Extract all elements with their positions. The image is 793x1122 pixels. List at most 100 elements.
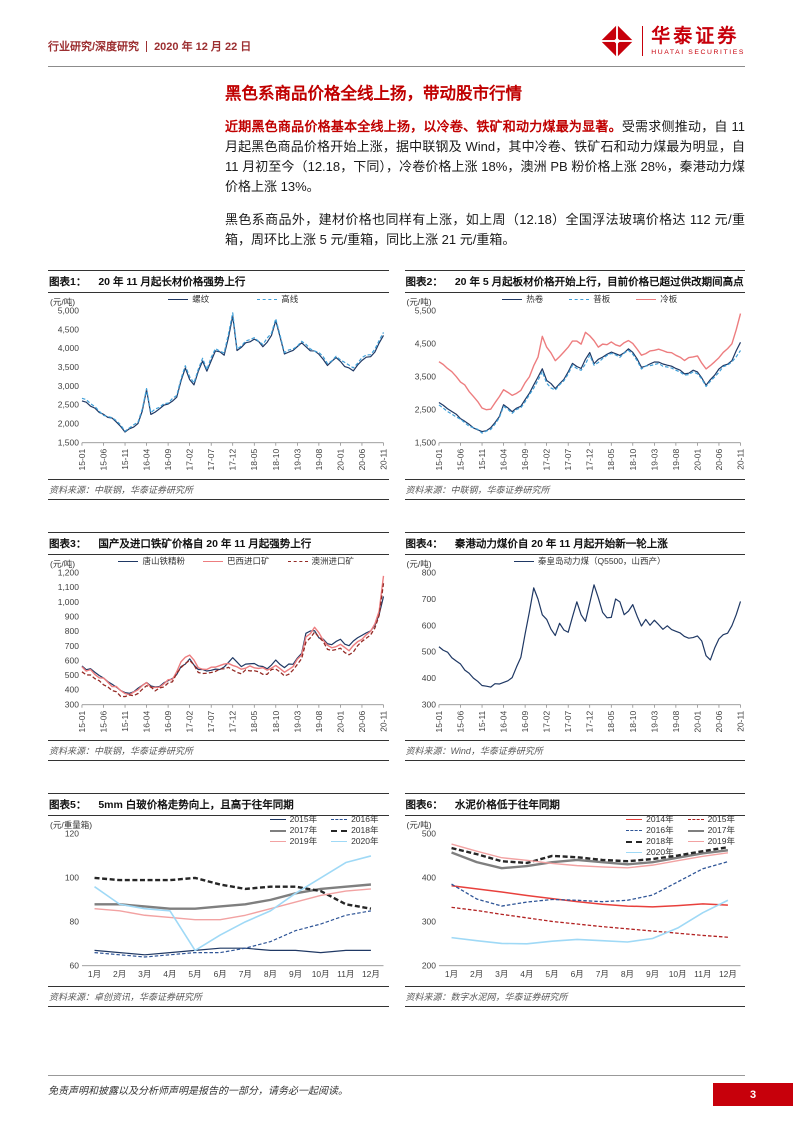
- legend-item: 2019年: [269, 836, 318, 847]
- svg-text:19-08: 19-08: [670, 448, 680, 470]
- chart-4-title: 秦港动力煤价自 20 年 11 月起开始新一轮上涨: [454, 537, 668, 550]
- svg-text:7月: 7月: [239, 969, 252, 979]
- svg-text:15-11: 15-11: [120, 710, 130, 731]
- legend-item: 螺纹: [168, 294, 209, 305]
- chart-2-source: 资料来源：中联钢，华泰证券研究所: [404, 478, 745, 500]
- chart-2-canvas: 1,500 2,500 3,500 4,500 5,500 15-01 15-06 15-11…: [414, 306, 745, 471]
- svg-text:20-06: 20-06: [357, 448, 367, 470]
- page-header: 行业研究/深度研究 2020 年 12 月 22 日 华泰证券 HUATAI S…: [48, 24, 745, 58]
- svg-text:4,500: 4,500: [414, 339, 435, 349]
- svg-text:15-11: 15-11: [477, 448, 487, 469]
- svg-text:16-04: 16-04: [498, 448, 508, 470]
- svg-text:1,200: 1,200: [58, 567, 79, 577]
- legend-item: 2018年: [626, 836, 674, 847]
- svg-text:18-10: 18-10: [271, 710, 281, 732]
- svg-text:19-08: 19-08: [670, 710, 680, 732]
- legend-item: 2020年: [331, 836, 379, 847]
- chart-block-2: 图表2： 20 年 5 月起板材价格开始上行，目前价格已超过供改期间高点 (元/…: [404, 270, 746, 500]
- chart-1-unit: (元/吨): [50, 297, 76, 307]
- svg-text:800: 800: [421, 567, 435, 577]
- paragraph-1-lead: 近期黑色商品价格基本全线上扬，以冷卷、铁矿和动力煤最为显著。: [225, 119, 622, 134]
- legend-item: 巴西进口矿: [202, 556, 270, 567]
- chart-3-source: 资料来源：中联钢，华泰证券研究所: [48, 740, 389, 762]
- svg-text:2月: 2月: [113, 969, 126, 979]
- svg-text:20-06: 20-06: [713, 448, 723, 470]
- chart-5-legend: 2015年 2016年 2017年 2018年 2019年 2020年: [268, 814, 381, 847]
- report-category: 行业研究/深度研究: [48, 41, 140, 53]
- svg-text:5月: 5月: [188, 969, 201, 979]
- svg-text:4,000: 4,000: [58, 343, 79, 353]
- svg-text:17-07: 17-07: [206, 710, 216, 732]
- legend-item: 秦皇岛动力煤（Q5500，山西产）: [513, 556, 666, 567]
- chart-1-source: 资料来源：中联钢，华泰证券研究所: [48, 478, 389, 500]
- legend-label: 冷板: [660, 294, 678, 304]
- svg-text:16-09: 16-09: [163, 448, 173, 470]
- svg-text:17-12: 17-12: [584, 448, 594, 470]
- chart-6-legend: 2014年 2015年 2016年 2017年 2018年 2019年 2020年: [624, 814, 737, 858]
- legend-item: 高线: [257, 294, 298, 305]
- svg-text:18-10: 18-10: [627, 448, 637, 470]
- svg-text:9月: 9月: [289, 969, 302, 979]
- svg-text:16-09: 16-09: [163, 710, 173, 732]
- legend-line-sample: [636, 299, 657, 300]
- svg-text:18-10: 18-10: [627, 710, 637, 732]
- report-meta: 行业研究/深度研究 2020 年 12 月 22 日: [48, 24, 251, 54]
- chart-4-header: 图表4： 秦港动力煤价自 20 年 11 月起开始新一轮上涨: [404, 531, 745, 555]
- legend-item: 2019年: [687, 836, 735, 847]
- legend-label: 2020年: [351, 836, 379, 847]
- svg-text:16-04: 16-04: [142, 448, 152, 470]
- svg-text:1,100: 1,100: [58, 582, 79, 592]
- legend-item: 冷板: [636, 294, 677, 305]
- legend-line-sample: [168, 299, 189, 300]
- svg-text:15-06: 15-06: [455, 448, 465, 470]
- svg-text:10月: 10月: [312, 969, 330, 979]
- paragraph-1-rest: 受需求侧推动，自 11 月起黑色商品价格开始上涨，据中联钢及 Wind，其中冷卷…: [225, 119, 745, 194]
- report-content: 黑色系商品价格全线上扬，带动股市行情 近期黑色商品价格基本全线上扬，以冷卷、铁矿…: [48, 80, 746, 1008]
- legend-label: 2018年: [646, 836, 674, 847]
- svg-text:300: 300: [65, 699, 79, 709]
- chart-5-plot: (元/重量箱) 2015年 2016年 2017年 2018年 2019年 2020年 6…: [48, 814, 389, 984]
- svg-text:15-01: 15-01: [433, 710, 443, 732]
- svg-text:1,000: 1,000: [58, 597, 79, 607]
- legend-label: 2016年: [351, 814, 379, 825]
- chart-5-header: 图表5： 5mm 白玻价格走势向上，且高于往年同期: [48, 793, 389, 817]
- huatai-logo-icon: [600, 24, 635, 58]
- svg-text:17-02: 17-02: [541, 710, 551, 732]
- chart-5-source: 资料来源：卓创资讯，华泰证券研究所: [48, 986, 389, 1008]
- legend-label: 2020年: [646, 847, 674, 858]
- legend-line-sample: [331, 819, 348, 821]
- svg-text:17-12: 17-12: [584, 710, 594, 732]
- legend-item: 2014年: [626, 814, 674, 825]
- chart-1-plot: (元/吨) 螺纹 高线 1,500 2,000 2,500 3,000 3,500 4,00…: [48, 293, 389, 477]
- report-date: 2020 年 12 月 22 日: [154, 41, 252, 53]
- svg-text:16-04: 16-04: [498, 710, 508, 732]
- legend-item: 热卷: [502, 294, 543, 305]
- svg-text:18-05: 18-05: [249, 710, 259, 732]
- chart-6-plot: (元/吨) 2014年 2015年 2016年 2017年 2018年 2019年 2020…: [405, 814, 746, 984]
- svg-text:7月: 7月: [595, 969, 608, 979]
- chart-6-source: 资料来源：数字水泥网，华泰证券研究所: [404, 986, 745, 1008]
- chart-block-6: 图表6： 水泥价格低于往年同期 (元/吨) 2014年 2015年 2016年 201…: [404, 793, 746, 1008]
- legend-item: 2015年: [269, 814, 317, 825]
- legend-label: 澳洲进口矿: [311, 555, 355, 566]
- chart-5-label: 图表5：: [49, 799, 87, 812]
- svg-text:500: 500: [421, 646, 435, 656]
- svg-text:8月: 8月: [264, 969, 277, 979]
- chart-6-title: 水泥价格低于往年同期: [454, 799, 560, 812]
- svg-text:3月: 3月: [495, 969, 508, 979]
- svg-text:19-03: 19-03: [292, 448, 302, 470]
- chart-2-plot: (元/吨) 热卷 普板 冷板 1,500 2,500 3,500 4,500 5,500 15…: [405, 293, 746, 477]
- legend-label: 2019年: [289, 836, 318, 847]
- brand: 华泰证券 HUATAI SECURITIES: [600, 24, 745, 58]
- svg-text:20-01: 20-01: [692, 710, 702, 732]
- legend-label: 热卷: [526, 294, 544, 304]
- legend-label: 2014年: [646, 814, 674, 825]
- svg-text:19-08: 19-08: [314, 710, 324, 732]
- svg-text:8月: 8月: [620, 969, 633, 979]
- svg-text:16-09: 16-09: [520, 448, 530, 470]
- paragraph-2: 黑色系商品外，建材价格也同样有上涨，如上周（12.18）全国浮法玻璃价格达 11…: [225, 212, 745, 247]
- svg-text:60: 60: [70, 961, 80, 971]
- svg-text:3,000: 3,000: [58, 381, 79, 391]
- svg-text:400: 400: [65, 684, 79, 694]
- chart-block-1: 图表1： 20 年 11 月起长材价格强势上行 (元/吨) 螺纹 高线 1,500…: [48, 270, 389, 500]
